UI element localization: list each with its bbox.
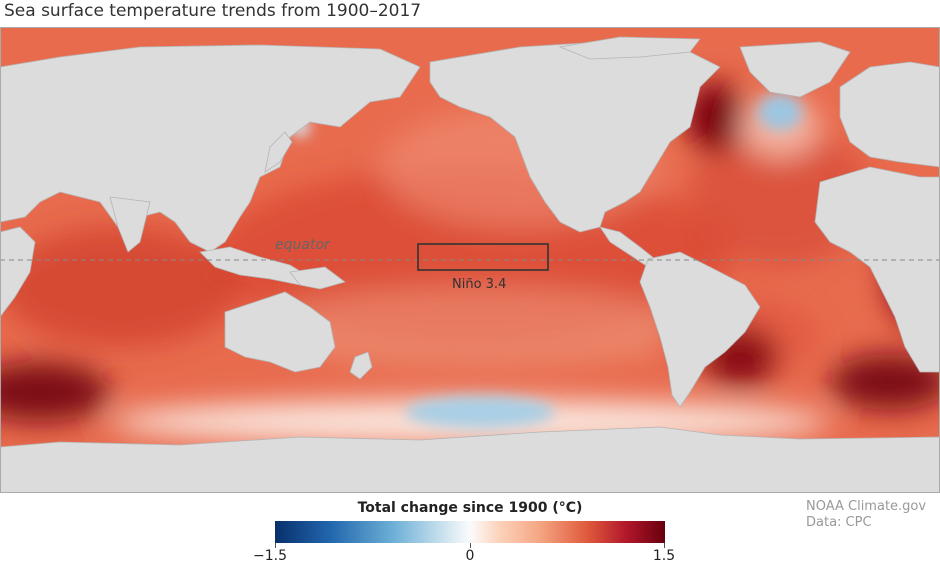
land-greenland (739, 41, 851, 98)
land-asia (0, 44, 421, 253)
land-new-guinea (289, 266, 346, 290)
nino34-region-box (417, 243, 549, 271)
land-south-america (639, 251, 761, 408)
land-new-zealand (349, 351, 373, 380)
legend-color-bar (275, 521, 665, 543)
credit-source: NOAA Climate.gov (806, 499, 927, 514)
land-japan (264, 131, 293, 173)
map-svg: equator Niño 3.4 (0, 27, 940, 493)
legend-title: Total change since 1900 (°C) (357, 500, 583, 516)
credit-data: Data: CPC (806, 515, 872, 530)
land-north-america (429, 41, 721, 233)
land-africa-west (0, 226, 36, 318)
land-masses (0, 36, 940, 493)
legend-mid-label: 0 (465, 548, 475, 564)
land-india (109, 196, 151, 253)
legend-tick-min (275, 543, 276, 548)
sst-trend-map: equator Niño 3.4 (0, 27, 940, 493)
legend-min-label: −1.5 (253, 548, 287, 564)
nino34-label: Niño 3.4 (452, 277, 506, 292)
legend-tick-max (664, 543, 665, 548)
land-africa-east (814, 166, 940, 373)
land-arctic-islands (558, 36, 701, 60)
legend-max-label: 1.5 (652, 548, 676, 564)
land-antarctica (0, 426, 940, 493)
land-australia (224, 291, 336, 373)
credit-block: NOAA Climate.gov Data: CPC (806, 499, 926, 531)
map-title: Sea surface temperature trends from 1900… (4, 1, 422, 21)
equator-label: equator (275, 237, 331, 253)
legend-tick-mid (470, 543, 471, 548)
land-europe (839, 61, 940, 168)
